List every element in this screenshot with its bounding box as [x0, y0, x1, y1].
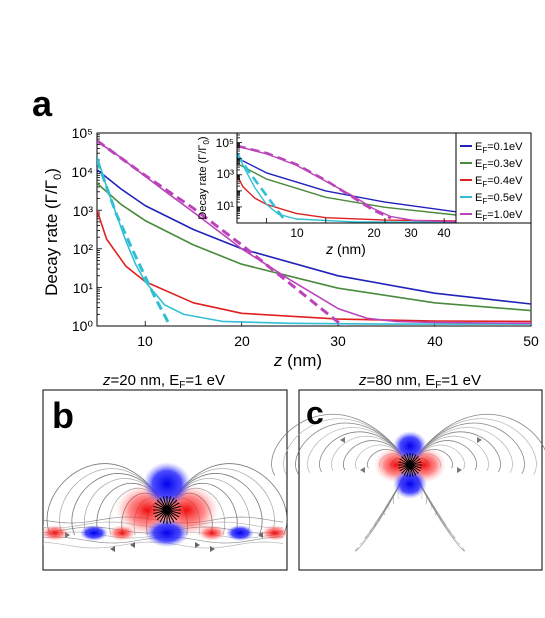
- blue-lobe-surface-left: [80, 525, 108, 541]
- field-line: [409, 413, 545, 476]
- field-line: [283, 418, 411, 475]
- legend-label: EF=0.3eV: [475, 158, 523, 172]
- blue-lobe-surface-right: [226, 525, 254, 541]
- caption-panel-c: z=80 nm, EF=1 eV: [358, 372, 481, 391]
- legend: EF=0.1eV EF=0.3eV EF=0.4eV EF=0.5eV EF=1.0eV: [455, 132, 532, 224]
- field-line: [409, 422, 525, 474]
- series-line-EF=1.0eV: [97, 140, 531, 325]
- red-lobe-surface-right1: [261, 525, 287, 541]
- inset-y-tick-label: 10⁵: [216, 136, 234, 150]
- field-line: [409, 427, 513, 473]
- asymptote-dashed-line: [97, 159, 172, 326]
- field-arrow: [210, 546, 215, 552]
- field-line: [409, 431, 501, 473]
- x-tick-label: 20: [234, 333, 250, 349]
- x-tick-label: 10: [137, 333, 153, 349]
- dipole-center-b: [153, 496, 181, 524]
- series-line-EF=0.1eV: [237, 157, 456, 213]
- legend-box: [455, 132, 532, 224]
- series-line-EF=0.5eV: [97, 155, 531, 325]
- main-chart: 10 20 30 40 50 10⁰ 10¹ 10² 10³ 10⁴ 10⁵ D…: [42, 125, 539, 370]
- inset-y-tick-labels: 10¹ 10³ 10⁵: [216, 136, 234, 213]
- field-arrow: [360, 467, 365, 473]
- blue-lobe-bottom: [145, 519, 189, 547]
- y-tick-label: 10⁵: [72, 125, 93, 141]
- asymptote-dashed-line: [237, 153, 286, 221]
- field-line: [409, 418, 537, 475]
- inset-y-axis-label: Decay rate (Γ/Γ0): [197, 136, 211, 219]
- main-y-tick-labels: 10⁰ 10¹ 10² 10³ 10⁴ 10⁵: [71, 125, 93, 334]
- field-arrow: [477, 437, 482, 443]
- blue-lobe-top: [143, 462, 191, 506]
- x-tick-label: 40: [427, 333, 443, 349]
- field-line: [319, 431, 411, 473]
- y-tick-label: 10³: [73, 203, 94, 219]
- field-arrow: [110, 546, 115, 552]
- series-line-EF=0.3eV: [97, 182, 531, 312]
- inset-y-tick-label: 10¹: [217, 199, 234, 213]
- legend-label: EF=1.0eV: [475, 209, 523, 223]
- y-tick-label: 10⁰: [72, 318, 94, 334]
- legend-label: EF=0.5eV: [475, 192, 523, 206]
- asymptote-dashed-line: [97, 139, 346, 326]
- panel-c-field-map: c: [271, 389, 545, 571]
- dipole-line: [153, 505, 181, 515]
- field-arrow: [130, 542, 135, 548]
- y-tick-label: 10⁴: [71, 164, 93, 180]
- field-arrow: [340, 437, 345, 443]
- legend-label: EF=0.1eV: [475, 141, 523, 155]
- panel-label-a: a: [32, 83, 53, 124]
- main-series-lines: [97, 139, 531, 326]
- inset-x-tick-label: 40: [437, 226, 451, 240]
- field-arrow: [195, 542, 200, 548]
- series-line-EF=0.3eV: [237, 162, 456, 216]
- red-lobe-surface-left2: [108, 525, 136, 541]
- blue-lobe-bottom-c: [393, 469, 427, 499]
- dipole-line: [398, 461, 422, 469]
- series-line-EF=0.5eV: [237, 152, 456, 223]
- inset-background: [237, 133, 456, 223]
- field-line: [271, 413, 411, 476]
- inset-x-tick-label: 20: [367, 226, 381, 240]
- inset-chart: 10 20 30 40 10¹ 10³ 10⁵ Decay rate (Γ/Γ0…: [197, 132, 457, 257]
- y-tick-label: 10²: [73, 241, 94, 257]
- asymptote-dashed-line: [237, 144, 392, 220]
- panel-label-c: c: [306, 395, 324, 431]
- red-lobe-surface-right2: [198, 525, 226, 541]
- red-lobe-surface-left1: [43, 525, 69, 541]
- field-line: [295, 422, 411, 474]
- inset-x-tick-label: 10: [290, 226, 304, 240]
- inset-x-tick-label: 30: [404, 226, 418, 240]
- y-tick-label: 10¹: [73, 280, 94, 296]
- series-line-EF=0.4eV: [237, 174, 456, 222]
- series-line-EF=0.4eV: [97, 209, 531, 323]
- x-tick-label: 30: [330, 333, 346, 349]
- main-y-axis-label: Decay rate (Γ/Γ0): [42, 168, 64, 296]
- inset-series-lines: [237, 144, 456, 223]
- main-x-tick-labels: 10 20 30 40 50: [137, 333, 539, 349]
- caption-panel-b: z=20 nm, EF=1 eV: [102, 372, 225, 391]
- dipole-center-c: [398, 453, 422, 477]
- series-line-EF=1.0eV: [237, 145, 456, 223]
- inset-x-tick-labels: 10 20 30 40: [290, 226, 451, 240]
- panel-label-b: b: [52, 395, 74, 436]
- x-tick-label: 50: [523, 333, 539, 349]
- inset-x-axis-label: z (nm): [325, 241, 366, 257]
- series-line-EF=0.1eV: [97, 169, 531, 305]
- legend-label: EF=0.4eV: [475, 175, 523, 189]
- field-arrow: [457, 467, 462, 473]
- panel-b-field-map: b: [42, 389, 288, 571]
- inset-y-tick-label: 10³: [217, 167, 234, 181]
- blue-lobe-top-c: [393, 431, 427, 461]
- field-line: [307, 427, 411, 473]
- main-x-axis-label: z (nm): [273, 351, 322, 370]
- inset-axis-ticks: [237, 134, 445, 224]
